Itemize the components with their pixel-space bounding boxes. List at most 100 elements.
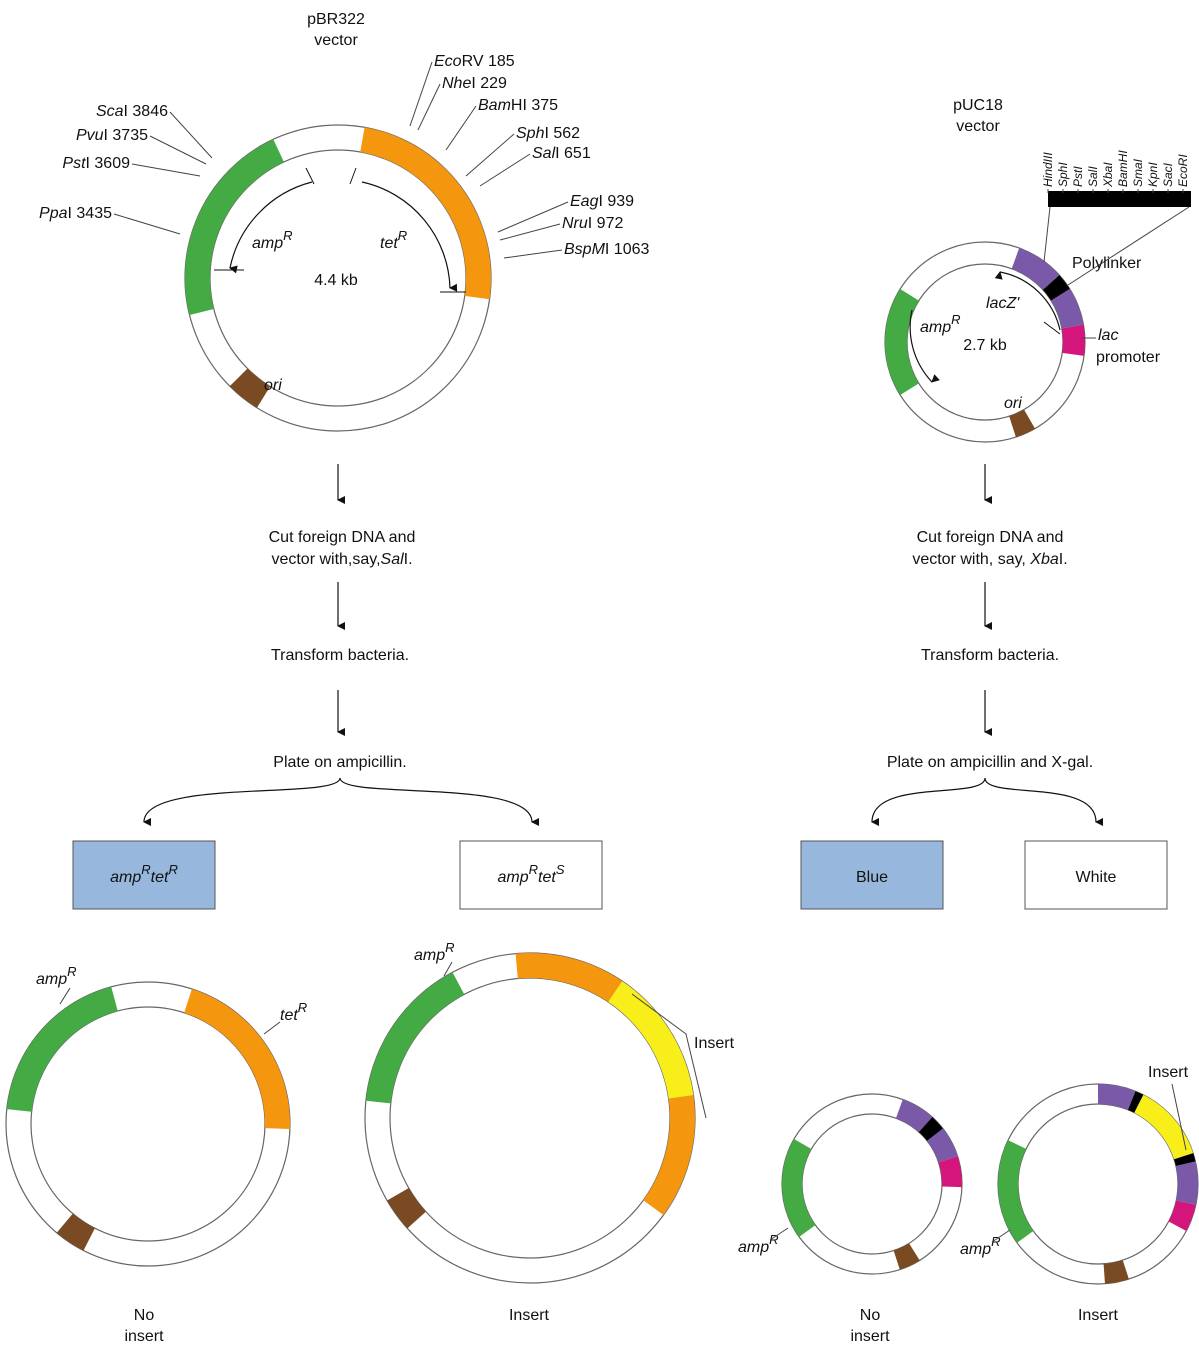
puc-ori-label: ori bbox=[1004, 395, 1022, 412]
b3-lac-promoter bbox=[938, 1156, 963, 1188]
pbr-flow: Cut foreign DNA and vector with,say,SalI… bbox=[72, 464, 603, 910]
b2-tet-segment-b bbox=[643, 1095, 695, 1215]
pbr322-title: pBR322 bbox=[307, 11, 365, 28]
puc-no-insert-plasmid: ampR No insert bbox=[738, 1093, 963, 1345]
polylinker-segment bbox=[1042, 275, 1070, 301]
restriction-site-sca: ScaI 3846 bbox=[96, 103, 168, 120]
polylinker-site-ecori: EcoRI bbox=[1176, 154, 1190, 187]
restriction-site-pvu: PvuI 3735 bbox=[76, 127, 148, 144]
b4-caption: Insert bbox=[1078, 1307, 1119, 1324]
pbr322-gene-segments bbox=[185, 127, 491, 408]
puc18-title-vector: vector bbox=[956, 118, 1000, 135]
pbr-amp-label: ampR bbox=[252, 228, 293, 252]
ori-segment bbox=[229, 368, 271, 408]
b1-ori-segment bbox=[56, 1213, 95, 1251]
polylinker-site-psti: PstI bbox=[1071, 166, 1085, 187]
b2-insert-label: Insert bbox=[694, 1035, 735, 1052]
polylinker-site-kpni: KpnI bbox=[1146, 162, 1160, 187]
b4-polylinker-a bbox=[1127, 1091, 1144, 1113]
restriction-site-sph: SphI 562 bbox=[516, 125, 580, 142]
b1-amp-label: ampR bbox=[36, 964, 77, 988]
polylinker-label: Polylinker bbox=[1072, 255, 1142, 272]
b2-tet-segment-a bbox=[515, 953, 623, 1002]
restriction-site-pst: PstI 3609 bbox=[62, 155, 130, 172]
polylinker-bar bbox=[1048, 191, 1191, 207]
puc-step2: Transform bacteria. bbox=[921, 647, 1059, 664]
tet-direction-arrow bbox=[361, 181, 458, 292]
b4-lacz-a bbox=[1098, 1084, 1136, 1110]
restriction-site-bam: BamHI 375 bbox=[478, 97, 558, 114]
b1-tet-segment bbox=[184, 988, 290, 1129]
b4-ori-segment bbox=[1103, 1260, 1129, 1284]
pbr-size-label: 4.4 kb bbox=[314, 272, 358, 289]
puc-amp-segment bbox=[885, 289, 919, 395]
b1-tet-label: tetR bbox=[280, 1000, 307, 1024]
puc-step1-line1: Cut foreign DNA and bbox=[917, 529, 1064, 546]
amp-r-tet-r-box bbox=[72, 840, 216, 910]
b2-caption: Insert bbox=[509, 1307, 550, 1324]
restriction-site-eco: EcoRV 185 bbox=[434, 53, 515, 70]
puc-step1-line2: vector with, say, XbaI. bbox=[912, 551, 1067, 568]
b3-amp-segment bbox=[782, 1139, 816, 1237]
polylinker-sites: HindIII SphI PstI SalI XbaI BamHI SmaI KpnI SacI… bbox=[1041, 150, 1190, 193]
pbr-step1-line1: Cut foreign DNA and bbox=[269, 529, 416, 546]
puc18-plasmid: pUC18 vector ampR lacZ' 2.7 kb ori HindI… bbox=[884, 97, 1191, 443]
white-colony-box bbox=[1024, 840, 1168, 910]
b3-caption-line2: insert bbox=[850, 1328, 890, 1345]
amp-gene-segment bbox=[185, 139, 284, 316]
pbr-tet-label: tetR bbox=[380, 228, 407, 252]
restriction-site-nru: NruI 972 bbox=[562, 215, 623, 232]
tet-gene-segment bbox=[360, 127, 491, 300]
b4-insert-label: Insert bbox=[1148, 1064, 1189, 1081]
lacz-segment-b bbox=[1051, 289, 1084, 329]
pbr-restriction-sites-right: EcoRV 185 NheI 229 BamHI 375 SphI 562 SalI 6… bbox=[409, 53, 649, 259]
amp-r-tet-s-label: ampRtetS bbox=[498, 862, 565, 886]
b4-lac-promoter bbox=[1168, 1200, 1196, 1231]
polylinker-site-xbai: XbaI bbox=[1101, 162, 1115, 188]
puc-flow: Cut foreign DNA and vector with, say, Xb… bbox=[800, 464, 1168, 910]
pbr322-plasmid: pBR322 vector ampR tetR 4.4 kb ori EcoRV… bbox=[39, 11, 649, 432]
restriction-site-bspm: BspMI 1063 bbox=[564, 241, 649, 258]
b1-amp-segment bbox=[6, 986, 118, 1112]
b2-amp-segment bbox=[365, 972, 465, 1104]
puc-amp-label: ampR bbox=[920, 312, 961, 336]
pbr-insert-plasmid: ampR Insert Insert bbox=[364, 940, 735, 1324]
pbr-step3: Plate on ampicillin. bbox=[273, 754, 406, 771]
b3-polylinker bbox=[918, 1117, 943, 1141]
puc-ori-segment bbox=[1009, 409, 1035, 438]
b4-amp-segment bbox=[998, 1140, 1034, 1243]
polylinker-site-hindiii: HindIII bbox=[1041, 152, 1055, 187]
amp-direction-arrow bbox=[229, 181, 313, 274]
polylinker-site-sphi: SphI bbox=[1056, 162, 1070, 187]
b3-lacz-a bbox=[895, 1099, 933, 1132]
lacz-segment-a bbox=[1011, 248, 1060, 290]
b2-insert-segment bbox=[608, 981, 694, 1099]
b3-caption-line1: No bbox=[860, 1307, 881, 1324]
pbr-no-insert-plasmid: ampR tetR No insert bbox=[5, 964, 307, 1345]
blue-colony-box bbox=[800, 840, 944, 910]
restriction-site-eag: EagI 939 bbox=[570, 193, 634, 210]
pbr-ori-label: ori bbox=[264, 377, 282, 394]
puc-amp-arrow bbox=[909, 309, 940, 383]
restriction-site-ppa: PpaI 3435 bbox=[39, 205, 112, 222]
promoter-label: promoter bbox=[1096, 349, 1161, 366]
puc-size-label: 2.7 kb bbox=[963, 337, 1007, 354]
b4-polylinker-b bbox=[1174, 1153, 1196, 1167]
polylinker-site-saci: SacI bbox=[1161, 162, 1175, 187]
b2-ori-segment bbox=[387, 1188, 426, 1229]
lacz-direction-arrow bbox=[994, 271, 1061, 331]
pbr-step2: Transform bacteria. bbox=[271, 647, 409, 664]
polylinker-site-bamhi: BamHI bbox=[1116, 150, 1130, 187]
pbr322-title-vector: vector bbox=[314, 32, 358, 49]
restriction-site-sal: SalI 651 bbox=[532, 145, 591, 162]
restriction-site-nhe: NheI 229 bbox=[442, 75, 507, 92]
polylinker-site-sali: SalI bbox=[1086, 166, 1100, 187]
b4-insert-segment bbox=[1134, 1094, 1194, 1160]
b3-amp-label: ampR bbox=[738, 1232, 779, 1256]
lac-promoter-segment bbox=[1061, 324, 1085, 356]
pbr-restriction-sites-left: ScaI 3846 PvuI 3735 PstI 3609 PpaI 3435 bbox=[39, 103, 213, 235]
puc-lacz-label: lacZ' bbox=[986, 295, 1020, 312]
polylinker-site-smai: SmaI bbox=[1131, 158, 1145, 187]
blue-label: Blue bbox=[856, 869, 888, 886]
